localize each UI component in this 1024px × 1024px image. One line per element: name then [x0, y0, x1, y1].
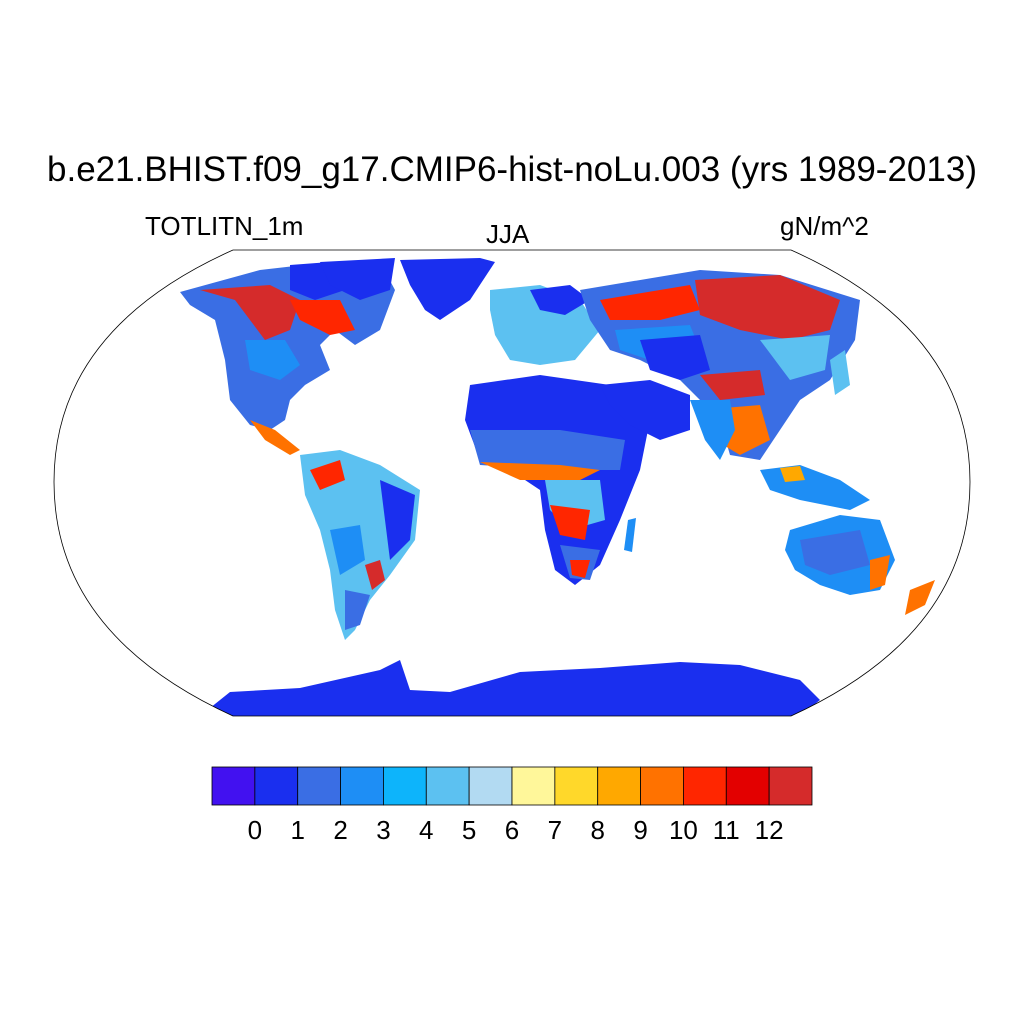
colorbar-swatch: [254, 766, 299, 806]
colorbar-tick-label: 8: [590, 815, 605, 845]
colorbar-swatch: [511, 766, 556, 806]
colorbar-swatch: [640, 766, 684, 806]
colorbar: [211, 766, 813, 806]
variable-label: TOTLITN_1m: [145, 211, 304, 241]
greenland: [400, 258, 495, 320]
colorbar-swatch: [768, 766, 813, 806]
colorbar-swatch: [383, 766, 427, 806]
colorbar-tick-label: 10: [668, 815, 698, 845]
colorbar-tick-label: 4: [419, 815, 434, 845]
colorbar-swatch: [211, 766, 256, 806]
colorbar-tick-label: 3: [376, 815, 391, 845]
colorbar-swatch: [683, 766, 727, 806]
india: [690, 400, 735, 460]
colorbar-tick-label: 2: [333, 815, 348, 845]
colorbar-tick-label: 9: [633, 815, 648, 845]
colorbar-tick-label: 7: [547, 815, 563, 845]
colorbar-tick-label: 11: [712, 815, 740, 845]
colorbar-tick-label: 0: [247, 815, 263, 845]
colorbar-swatch: [554, 766, 599, 806]
colorbar-swatch: [725, 766, 770, 806]
antarctica: [200, 660, 820, 716]
colorbar-swatch: [297, 766, 341, 806]
new-zealand: [905, 580, 935, 615]
colorbar-tick-label: 5: [461, 815, 477, 845]
season-label: JJA: [486, 219, 530, 249]
map-title: b.e21.BHIST.f09_g17.CMIP6-hist-noLu.003 …: [47, 150, 977, 189]
colorbar-swatch: [340, 766, 384, 806]
maritime-southeast-asia: [760, 465, 870, 510]
arabian-peninsula: [600, 380, 690, 440]
land-fields: [180, 258, 935, 716]
colorbar-tick-label: 6: [504, 815, 520, 845]
japan: [830, 350, 850, 395]
madagascar: [624, 518, 636, 552]
colorbar-tick-label: 12: [754, 815, 784, 845]
colorbar-swatch: [425, 766, 470, 806]
colorbar-tick-label: 1: [290, 815, 305, 845]
colorbar-swatch: [597, 766, 641, 806]
units-label: gN/m^2: [780, 211, 869, 241]
colorbar-swatch: [468, 766, 513, 806]
map-boundary: [53, 249, 971, 717]
